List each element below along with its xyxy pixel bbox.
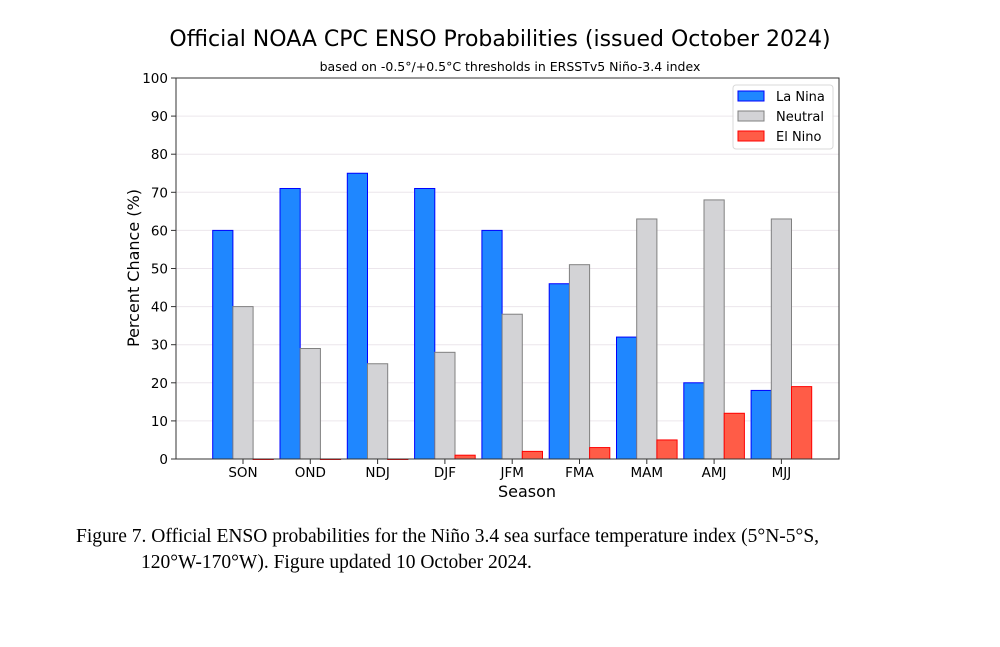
bar-neutral-djf: [434, 351, 456, 460]
bar-la-nina-son: [212, 229, 234, 460]
legend-label: Neutral: [776, 110, 824, 125]
bar-la-nina-ond: [279, 187, 301, 460]
bar-la-nina-amj: [683, 382, 705, 460]
y-tick-label: 90: [151, 109, 168, 125]
chart-subtitle: based on -0.5°/+0.5°C thresholds in ERSS…: [320, 59, 701, 74]
bar-la-nina-mam: [616, 336, 638, 460]
x-tick-label: FMA: [565, 465, 594, 481]
figure-caption: Figure 7. Official ENSO probabilities fo…: [76, 524, 956, 576]
legend-label: El Nino: [776, 130, 822, 145]
bar-el-nino-jfm: [521, 450, 543, 460]
bar-neutral-ond: [299, 348, 321, 460]
x-tick-label: MAM: [631, 465, 664, 481]
y-tick-label: 40: [151, 300, 168, 316]
legend-swatch-neutral: [737, 110, 765, 122]
y-tick-label: 60: [151, 223, 168, 239]
x-tick-label: NDJ: [365, 465, 389, 481]
bar-la-nina-djf: [414, 187, 436, 460]
y-tick-label: 10: [151, 414, 168, 430]
legend-label: La Nina: [776, 90, 825, 105]
bar-la-nina-mjj: [750, 389, 772, 460]
bar-neutral-son: [232, 306, 254, 460]
legend-swatch-el-nino: [737, 130, 765, 142]
bar-la-nina-ndj: [346, 172, 368, 460]
x-tick-label: MJJ: [772, 465, 792, 481]
x-tick-label: OND: [295, 465, 326, 481]
chart-title: Official NOAA CPC ENSO Probabilities (is…: [169, 27, 830, 52]
bar-neutral-jfm: [501, 313, 523, 460]
x-axis-label: Season: [498, 482, 556, 501]
caption-line-1: Figure 7. Official ENSO probabilities fo…: [76, 526, 820, 547]
x-tick-label: JFM: [499, 465, 523, 481]
legend-swatch-la-nina: [737, 90, 765, 102]
bar-el-nino-mjj: [791, 386, 813, 460]
bar-el-nino-fma: [589, 447, 611, 460]
y-tick-label: 20: [151, 376, 168, 392]
bars: [212, 172, 813, 460]
y-tick-label: 0: [159, 452, 168, 468]
bar-neutral-ndj: [367, 363, 389, 460]
y-tick-label: 50: [151, 262, 168, 278]
x-tick-label: SON: [228, 465, 257, 481]
y-tick-label: 100: [142, 71, 168, 87]
bar-el-nino-djf: [454, 454, 476, 460]
legend: La Nina Neutral El Nino: [732, 84, 834, 150]
bar-neutral-mjj: [770, 218, 792, 460]
y-axis-label: Percent Chance (%): [124, 189, 143, 347]
bar-la-nina-jfm: [481, 229, 503, 460]
bar-el-nino-amj: [723, 412, 745, 460]
x-tick-label: AMJ: [702, 465, 727, 481]
y-axis-ticks: 0 10 20 30 40 50 60 70 80 90 100: [142, 71, 176, 468]
caption-line-2: 120°W-170°W). Figure updated 10 October …: [141, 552, 532, 573]
x-tick-label: DJF: [434, 465, 456, 481]
bar-la-nina-fma: [548, 283, 570, 460]
y-tick-label: 70: [151, 185, 168, 201]
bar-el-nino-mam: [656, 439, 678, 460]
bar-neutral-fma: [568, 264, 591, 460]
bar-neutral-mam: [636, 218, 658, 460]
x-axis-ticks: SON OND NDJ DJF JFM FMA MAM AMJ MJJ: [228, 459, 791, 481]
bar-neutral-amj: [703, 199, 725, 460]
y-tick-label: 80: [151, 147, 168, 163]
y-tick-label: 30: [151, 338, 168, 354]
